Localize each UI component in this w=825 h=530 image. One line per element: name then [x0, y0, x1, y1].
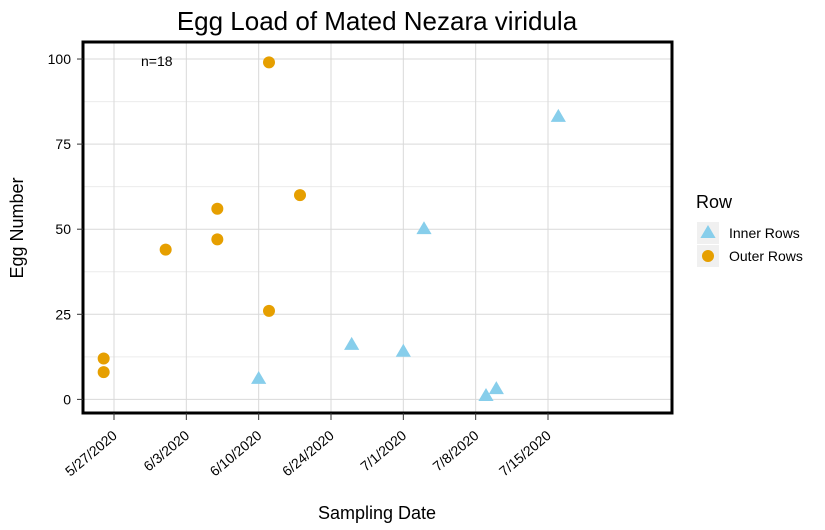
y-tick-label: 50 [55, 221, 71, 237]
y-tick-label: 25 [55, 306, 71, 322]
data-point-triangle [395, 343, 411, 357]
x-axis-title: Sampling Date [318, 503, 436, 523]
x-tick-label: 7/8/2020 [430, 427, 482, 474]
legend-label: Outer Rows [729, 248, 803, 264]
sample-size-note: n=18 [141, 53, 173, 69]
data-point-triangle [251, 370, 267, 384]
y-tick-label: 75 [55, 136, 71, 152]
x-tick-label: 5/27/2020 [62, 427, 120, 479]
data-point-triangle [550, 108, 566, 122]
x-tick-label: 6/24/2020 [279, 427, 337, 479]
data-point-triangle [488, 381, 504, 395]
y-axis-title: Egg Number [7, 177, 27, 278]
data-point-circle [263, 56, 275, 69]
y-axis-ticks: 0 25 50 75 100 [48, 51, 83, 407]
legend-label: Inner Rows [729, 225, 800, 241]
chart-title: Egg Load of Mated Nezara viridula [177, 6, 578, 36]
data-points [97, 56, 566, 401]
grid-lines [83, 42, 672, 413]
data-point-triangle [344, 336, 360, 350]
legend-title: Row [696, 192, 733, 212]
legend-circle-icon [702, 250, 714, 262]
x-tick-label: 7/15/2020 [496, 427, 554, 479]
data-point-circle [263, 304, 275, 317]
legend-triangle-icon [700, 225, 716, 238]
plot-panel-border [81, 40, 674, 415]
data-point-triangle [478, 387, 494, 401]
data-point-circle [97, 366, 110, 379]
data-point-triangle [416, 221, 432, 235]
data-point-circle [294, 189, 306, 202]
data-point-circle [211, 233, 224, 246]
y-tick-label: 100 [48, 51, 72, 67]
y-tick-label: 0 [63, 391, 71, 407]
x-axis-ticks: 5/27/2020 6/3/2020 6/10/2020 6/24/2020 7/1/2… [62, 413, 554, 479]
x-tick-label: 6/3/2020 [140, 427, 192, 474]
x-tick-label: 7/1/2020 [357, 427, 409, 474]
data-point-circle [211, 202, 224, 215]
data-point-circle [97, 352, 110, 365]
legend: Row Inner Rows Outer Rows [696, 192, 803, 267]
x-tick-label: 6/10/2020 [207, 427, 265, 479]
data-point-circle [159, 243, 172, 256]
